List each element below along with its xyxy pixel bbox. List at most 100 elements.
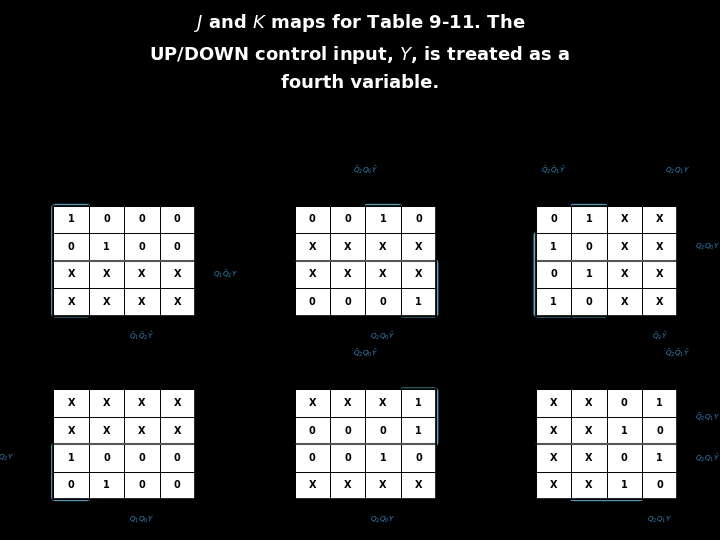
- Text: 0: 0: [379, 426, 387, 436]
- Bar: [294, 417, 330, 444]
- Text: $Q_0Y$: $Q_0Y$: [350, 360, 366, 372]
- Bar: [160, 417, 195, 444]
- Text: $J_1$ map: $J_1$ map: [329, 325, 366, 339]
- Text: 11: 11: [280, 454, 292, 463]
- Text: 10: 10: [280, 481, 292, 490]
- Text: 10: 10: [171, 374, 183, 383]
- Text: 00: 00: [66, 374, 77, 383]
- Text: 00: 00: [548, 191, 559, 200]
- Bar: [401, 261, 436, 288]
- Bar: [53, 206, 195, 315]
- Text: X: X: [344, 398, 351, 408]
- Text: 11: 11: [39, 270, 50, 279]
- Bar: [365, 417, 401, 444]
- Bar: [294, 472, 330, 499]
- Text: 10: 10: [280, 298, 292, 306]
- Bar: [89, 444, 124, 472]
- Text: X: X: [103, 269, 110, 279]
- Bar: [124, 261, 160, 288]
- Text: 01: 01: [280, 242, 292, 252]
- Text: X: X: [308, 269, 316, 279]
- FancyBboxPatch shape: [399, 388, 438, 445]
- Text: 0: 0: [550, 269, 557, 279]
- Bar: [330, 261, 365, 288]
- Text: $Q_2Q_0\bar{Y}$: $Q_2Q_0\bar{Y}$: [370, 330, 395, 342]
- Text: 0: 0: [68, 242, 74, 252]
- Text: 0: 0: [656, 426, 663, 436]
- Text: $Q_2Q_1$: $Q_2Q_1$: [265, 180, 285, 193]
- FancyBboxPatch shape: [52, 204, 91, 317]
- Bar: [401, 288, 436, 315]
- Bar: [536, 417, 571, 444]
- Text: 1: 1: [415, 426, 422, 436]
- Bar: [642, 206, 678, 233]
- Text: 01: 01: [583, 191, 595, 200]
- Text: 01: 01: [583, 374, 595, 383]
- Text: 00: 00: [66, 191, 77, 200]
- Bar: [606, 206, 642, 233]
- Bar: [330, 206, 365, 233]
- Text: 0: 0: [415, 453, 422, 463]
- Text: $Q_2Q_0Y$: $Q_2Q_0Y$: [695, 242, 720, 252]
- Bar: [124, 389, 160, 417]
- Text: 1: 1: [550, 297, 557, 307]
- Text: 11: 11: [136, 191, 148, 200]
- Ellipse shape: [369, 447, 397, 469]
- FancyBboxPatch shape: [399, 259, 438, 317]
- Text: $Q_2Q_1Y$: $Q_2Q_1Y$: [665, 165, 690, 176]
- Text: 11: 11: [377, 374, 389, 383]
- Text: 01: 01: [521, 242, 533, 252]
- Text: $Q_2Q_1$: $Q_2Q_1$: [24, 180, 44, 193]
- Bar: [53, 417, 89, 444]
- Bar: [53, 233, 89, 261]
- Bar: [536, 206, 678, 315]
- Text: 0: 0: [174, 453, 181, 463]
- Ellipse shape: [645, 392, 674, 414]
- Text: X: X: [174, 398, 181, 408]
- Text: 1: 1: [415, 297, 422, 307]
- Ellipse shape: [92, 474, 121, 497]
- Text: 1: 1: [68, 453, 74, 463]
- Text: 01: 01: [280, 426, 292, 435]
- Bar: [124, 206, 160, 233]
- Text: X: X: [67, 426, 75, 436]
- FancyBboxPatch shape: [87, 232, 126, 289]
- Bar: [330, 417, 365, 444]
- Bar: [89, 233, 124, 261]
- Bar: [53, 389, 89, 417]
- Text: X: X: [379, 398, 387, 408]
- Bar: [330, 472, 365, 499]
- Text: 10: 10: [521, 298, 533, 306]
- Text: 00: 00: [548, 374, 559, 383]
- Text: $\bar{Q}_2\bar{Y}$: $\bar{Q}_2\bar{Y}$: [652, 330, 667, 342]
- Text: X: X: [585, 398, 593, 408]
- Text: 0: 0: [138, 214, 145, 225]
- Text: 01: 01: [342, 191, 354, 200]
- Bar: [571, 417, 606, 444]
- Text: 1: 1: [621, 481, 628, 490]
- Bar: [365, 206, 401, 233]
- Text: 00: 00: [521, 399, 533, 408]
- Bar: [294, 389, 330, 417]
- Text: X: X: [415, 269, 422, 279]
- Text: X: X: [656, 242, 663, 252]
- Text: $Q_1Y$: $Q_1Y$: [350, 176, 366, 188]
- Text: 01: 01: [521, 426, 533, 435]
- Text: $Q_2Q_0Y$: $Q_2Q_0Y$: [370, 514, 395, 524]
- Text: 10: 10: [39, 481, 50, 490]
- Bar: [294, 444, 330, 472]
- Bar: [401, 472, 436, 499]
- Text: X: X: [103, 297, 110, 307]
- Text: 0: 0: [138, 453, 145, 463]
- Text: $Q_1Y$: $Q_1Y$: [109, 360, 125, 372]
- Text: X: X: [308, 242, 316, 252]
- Text: $Q_2Q_1$: $Q_2Q_1$: [506, 364, 526, 376]
- Bar: [401, 444, 436, 472]
- Bar: [536, 261, 571, 288]
- Text: X: X: [308, 481, 316, 490]
- Bar: [160, 206, 195, 233]
- Bar: [89, 288, 124, 315]
- Bar: [124, 472, 160, 499]
- Bar: [160, 389, 195, 417]
- Text: X: X: [308, 398, 316, 408]
